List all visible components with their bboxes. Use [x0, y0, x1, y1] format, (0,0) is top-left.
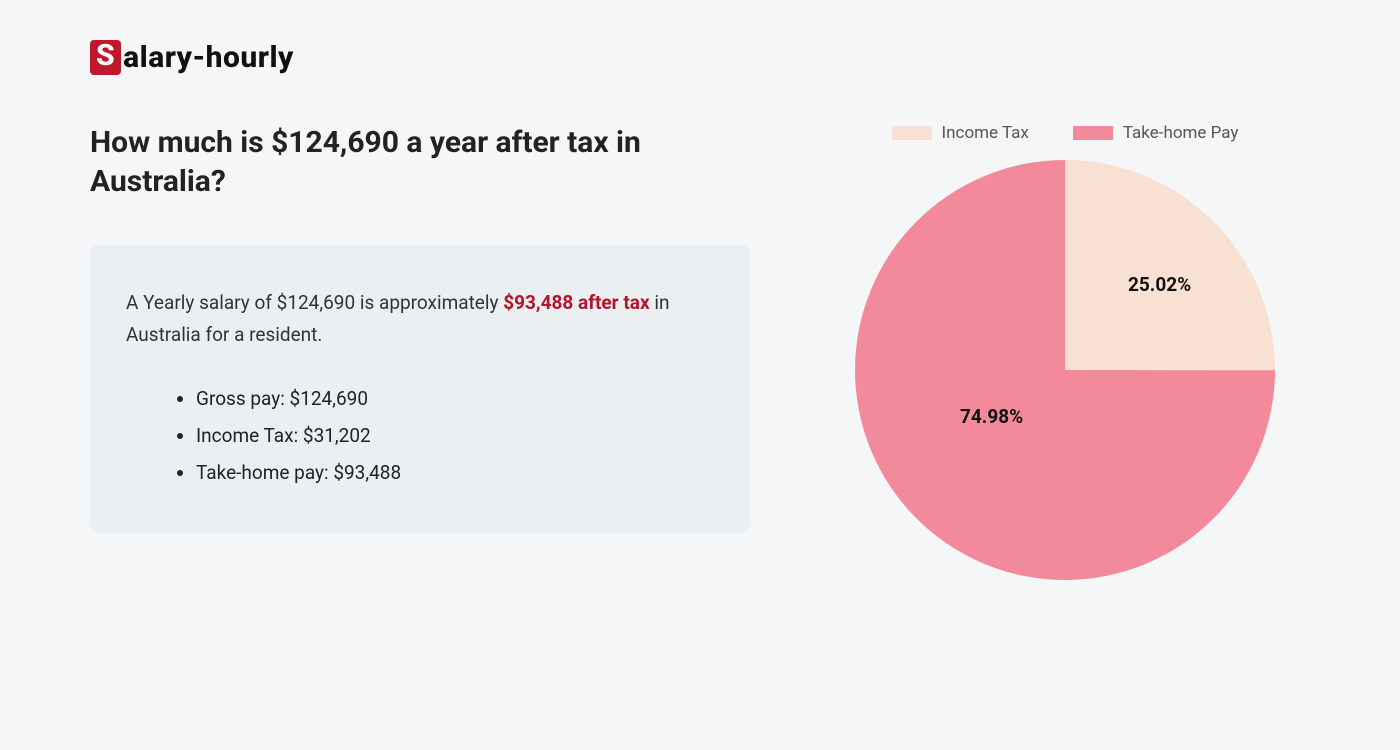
- legend-label: Take-home Pay: [1123, 123, 1239, 143]
- summary-bullets: Gross pay: $124,690 Income Tax: $31,202 …: [126, 380, 714, 491]
- chart-legend: Income Tax Take-home Pay: [892, 123, 1239, 143]
- list-item: Gross pay: $124,690: [196, 380, 714, 417]
- logo-text: alary-hourly: [123, 40, 294, 75]
- pie-chart: 25.02% 74.98%: [850, 155, 1280, 585]
- list-item: Income Tax: $31,202: [196, 417, 714, 454]
- summary-highlight: $93,488 after tax: [503, 291, 649, 314]
- summary-prefix: A Yearly salary of $124,690 is approxima…: [126, 291, 503, 314]
- pie-slice-label: 74.98%: [960, 405, 1023, 428]
- legend-label: Income Tax: [942, 123, 1029, 143]
- summary-box: A Yearly salary of $124,690 is approxima…: [90, 245, 750, 533]
- legend-swatch: [1073, 126, 1113, 140]
- site-logo: Salary-hourly: [90, 40, 1310, 75]
- list-item: Take-home pay: $93,488: [196, 454, 714, 491]
- pie-slice-label: 25.02%: [1128, 273, 1191, 296]
- legend-swatch: [892, 126, 932, 140]
- logo-badge: S: [90, 40, 121, 75]
- pie-svg: [850, 155, 1280, 585]
- page-title: How much is $124,690 a year after tax in…: [90, 123, 750, 201]
- legend-item-income-tax: Income Tax: [892, 123, 1029, 143]
- legend-item-take-home: Take-home Pay: [1073, 123, 1239, 143]
- summary-text: A Yearly salary of $124,690 is approxima…: [126, 287, 714, 352]
